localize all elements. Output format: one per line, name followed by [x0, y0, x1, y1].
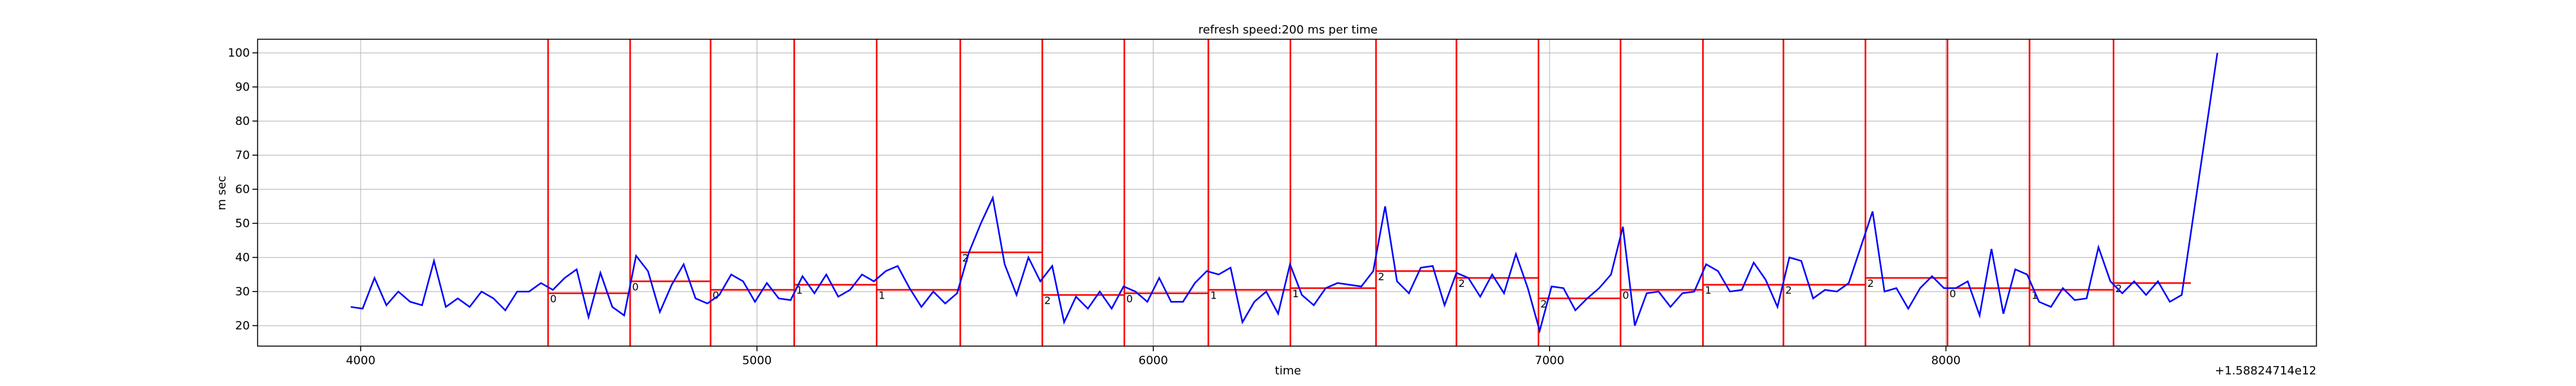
segment-label: 2	[1785, 284, 1792, 297]
x-tick-label: 8000	[1931, 354, 1961, 367]
segment-label: 2	[1044, 295, 1050, 307]
segment-label: 0	[712, 290, 719, 302]
chart-title: refresh speed:200 ms per time	[1198, 23, 1378, 37]
segment-label: 0	[550, 293, 556, 305]
y-tick-label: 80	[235, 115, 250, 128]
y-tick-label: 70	[235, 149, 250, 162]
segment-label: 2	[1540, 298, 1547, 310]
segment-label: 0	[632, 280, 638, 293]
segment-label: 2	[1459, 277, 1465, 290]
x-offset-label: +1.58824714e12	[2215, 364, 2316, 378]
segment-label: 0	[1126, 293, 1133, 305]
segment-label: 2	[962, 252, 969, 264]
y-tick-label: 50	[235, 217, 250, 230]
x-tick-label: 4000	[346, 354, 375, 367]
segment-label: 2	[2116, 282, 2122, 295]
y-tick-label: 20	[235, 319, 250, 333]
data-line	[350, 53, 2219, 334]
x-tick-label: 6000	[1139, 354, 1168, 367]
x-axis-label: time	[1275, 364, 1302, 378]
y-tick-label: 100	[228, 46, 250, 60]
segment-label: 1	[1293, 288, 1299, 300]
segment-label: 2	[1868, 277, 1874, 290]
y-tick-label: 60	[235, 183, 250, 196]
segment-label: 0	[1949, 288, 1956, 300]
axes-frame	[257, 39, 2317, 347]
y-axis-label: m sec	[215, 176, 229, 210]
segment-label: 1	[796, 284, 802, 297]
x-tick-label: 5000	[742, 354, 772, 367]
segment-label: 0	[1622, 290, 1629, 302]
segment-label: 2	[1378, 270, 1385, 282]
segment-label: 1	[878, 290, 885, 302]
segment-label: 1	[1210, 290, 1217, 302]
y-tick-label: 40	[235, 251, 250, 264]
segment-label: 1	[2031, 290, 2038, 302]
x-tick-label: 7000	[1535, 354, 1564, 367]
y-tick-label: 90	[235, 80, 250, 94]
y-tick-label: 30	[235, 285, 250, 299]
segment-label: 1	[1705, 284, 1711, 297]
